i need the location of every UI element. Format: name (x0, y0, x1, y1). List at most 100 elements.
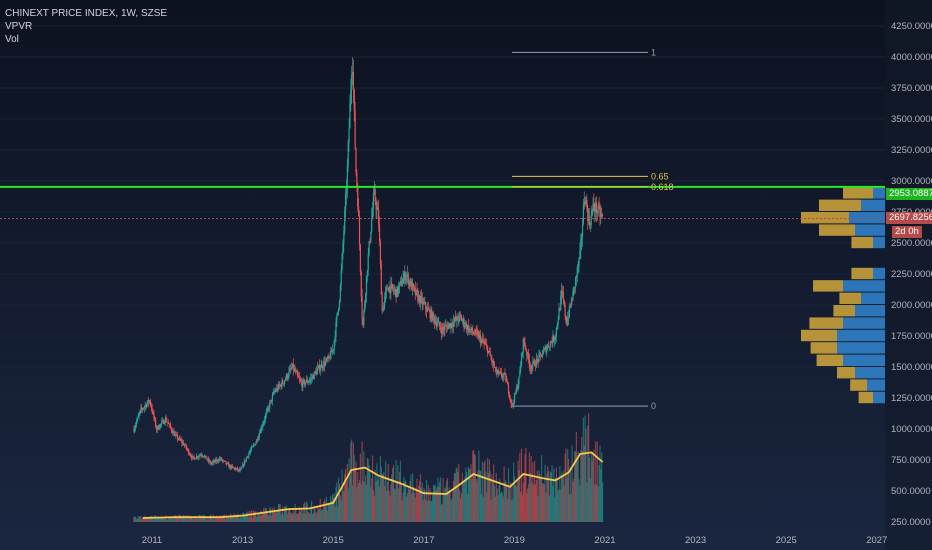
volume-bar (322, 509, 324, 522)
volume-bar (426, 501, 429, 522)
candle-body (303, 380, 305, 381)
volume-bar (371, 478, 373, 522)
fib-retracement-layer[interactable]: 1 0.650.618 0 (512, 47, 674, 411)
candle-body (299, 378, 301, 381)
candle-body (138, 413, 140, 416)
candle-body (182, 442, 185, 446)
candle-body (383, 302, 385, 311)
candle-body (527, 352, 530, 360)
candle-body (400, 280, 402, 287)
vpvr-indicator-label[interactable]: VPVR (5, 21, 33, 32)
volume-bar (496, 488, 498, 522)
candle-body (152, 412, 154, 414)
volume-bar (140, 515, 142, 522)
price-axis[interactable]: 250.0000 500.0000 750.0000 1000.0000 1250.00… (885, 0, 932, 550)
volume-bar (158, 517, 160, 522)
volume-bar (346, 463, 348, 522)
volume-bar (204, 515, 206, 522)
volume-bar (469, 468, 471, 522)
candle-body (554, 336, 557, 340)
volume-bar (247, 511, 249, 522)
candle-body (439, 321, 441, 327)
candle-body (248, 453, 250, 457)
candle-body (256, 439, 258, 443)
volume-bar (466, 494, 469, 522)
volume-bar (182, 514, 185, 522)
volume-bar (233, 513, 235, 522)
volume-bar (556, 479, 558, 522)
volume-bar (300, 508, 302, 522)
volume-bar (528, 452, 530, 522)
candle-body (410, 281, 412, 286)
candle-body (159, 424, 161, 429)
candle-body (585, 199, 587, 205)
volume-bar (253, 511, 255, 522)
volume-bar (533, 484, 535, 522)
volume-bar (497, 495, 499, 522)
volume-bar (139, 517, 141, 522)
candle-body (449, 323, 451, 328)
candle-body (279, 384, 281, 386)
candle-body (466, 323, 468, 330)
candle-body (293, 368, 295, 371)
volume-bar (437, 477, 439, 522)
candle-body (153, 412, 155, 418)
volume-bar (343, 491, 345, 522)
volume-bar (254, 511, 256, 522)
candle-body (302, 380, 304, 388)
candle-body (304, 382, 307, 385)
volume-bar (464, 477, 466, 522)
candle-body (135, 421, 138, 426)
y-tick-label: 4250.0000 (891, 21, 932, 32)
candle-body (211, 462, 213, 464)
volume-bar (182, 517, 184, 522)
candle-body (438, 321, 440, 323)
volume-bar (486, 458, 489, 522)
volume-bar (298, 506, 300, 522)
candle-body (594, 203, 597, 212)
horizontal-lines-layer[interactable] (0, 185, 885, 219)
volume-bar (176, 517, 179, 522)
volume-profile-down-bar (819, 199, 861, 211)
volume-bar (425, 499, 427, 522)
volume-indicator-label[interactable]: Vol (5, 34, 19, 45)
candle-body (409, 280, 411, 286)
candle-body (327, 356, 329, 360)
volume-bar (187, 514, 189, 522)
candle-body (331, 349, 334, 353)
volume-bar (231, 515, 233, 522)
candle-body (142, 408, 145, 410)
candle-body (372, 193, 375, 209)
candle-body (200, 455, 202, 456)
candle-body (171, 430, 173, 434)
candle-body (310, 378, 312, 380)
candle-body (322, 367, 324, 369)
volume-bar (456, 467, 458, 522)
candle-body (395, 289, 397, 298)
volume-bar (318, 508, 321, 522)
volume-bar (557, 490, 559, 522)
volume-bar (323, 501, 325, 522)
candle-body (346, 165, 348, 191)
candle-body (226, 463, 228, 465)
volume-bar (285, 505, 287, 522)
candle-body (597, 205, 599, 213)
volume-bar (190, 517, 192, 522)
volume-bar (299, 511, 301, 522)
candle-body (368, 241, 370, 255)
candle-body (398, 282, 401, 287)
volume-bar (560, 489, 562, 522)
candle-body (502, 375, 504, 378)
candle-body (228, 463, 230, 468)
candle-body (441, 327, 443, 334)
symbol-title[interactable]: CHINEXT PRICE INDEX, 1W, SZSE (5, 8, 168, 19)
volume-bar (551, 465, 553, 522)
volume-bar (209, 516, 211, 522)
candle-body (443, 328, 445, 330)
volume-bar (276, 512, 278, 522)
candle-body (390, 283, 392, 294)
candle-body (402, 278, 404, 284)
time-axis[interactable]: 2011 2013 2015 2017 2019 2021 2023 2025 2027 (142, 535, 888, 546)
